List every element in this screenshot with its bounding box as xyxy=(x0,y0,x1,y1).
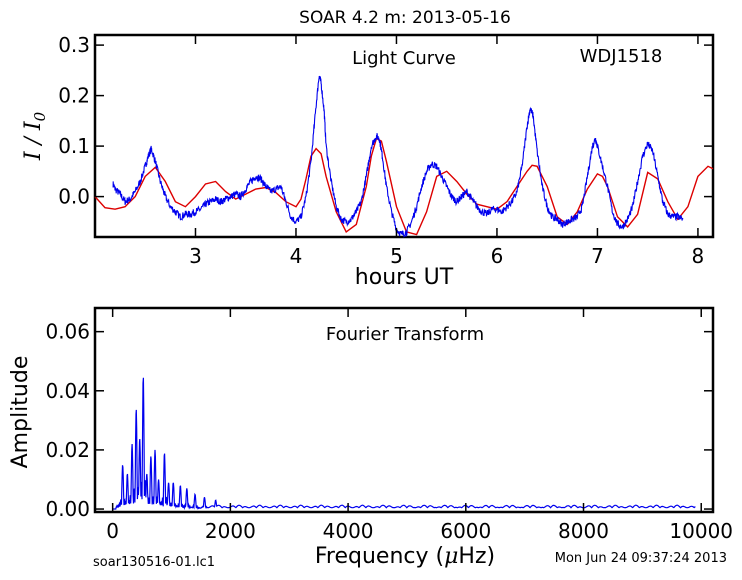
xtick-label: 8 xyxy=(692,244,705,268)
fourier-title: Fourier Transform xyxy=(326,324,484,345)
data-line xyxy=(112,75,684,238)
fourier-frame xyxy=(93,306,715,514)
xlabel-part-mu: μ xyxy=(444,544,458,569)
ytick-label: 0.3 xyxy=(58,33,90,57)
ytick-label: 0.2 xyxy=(58,84,90,108)
footer-filename: soar130516-01.lc1 xyxy=(93,555,215,570)
xlabel-part-1: Frequency ( xyxy=(315,544,444,569)
figure-title: SOAR 4.2 m: 2013-05-16 xyxy=(299,8,511,28)
ytick-label: 0.04 xyxy=(45,379,90,403)
light-curve-panel: 3 4 5 6 7 8 0.0 0.1 0.2 0.3 Light Curve WDJ1518 h… xyxy=(21,33,715,290)
xtick-label: 3 xyxy=(189,244,202,268)
model-line xyxy=(94,137,714,236)
fourier-ticks: 0 2000 4000 6000 8000 10000 0.00 0.02 0.04 0.06 xyxy=(45,308,733,543)
ytick-label: 0.00 xyxy=(45,497,90,521)
ylabel-part-i0: I xyxy=(21,120,46,131)
ylabel-part-slash: / xyxy=(21,130,46,151)
xtick-label: 7 xyxy=(591,244,604,268)
fourier-line xyxy=(112,377,696,510)
xtick-label: 4000 xyxy=(323,519,374,543)
xtick-label: 5 xyxy=(390,244,403,268)
light-curve-xlabel: hours UT xyxy=(355,265,454,290)
xtick-label: 10000 xyxy=(669,519,733,543)
ytick-label: 0.0 xyxy=(58,185,90,209)
ylabel-part-i: I xyxy=(21,150,46,161)
fourier-panel: 0 2000 4000 6000 8000 10000 0.00 0.02 0.04 0.06 F… xyxy=(8,306,733,569)
light-curve-ylabel: I / I0 xyxy=(21,111,49,161)
xtick-label: 8000 xyxy=(558,519,609,543)
fourier-data-series xyxy=(112,377,696,510)
light-curve-data-series xyxy=(112,75,684,238)
ylabel-part-subscript: 0 xyxy=(31,111,49,121)
xtick-label: 6 xyxy=(491,244,504,268)
fourier-ylabel: Amplitude xyxy=(8,356,33,469)
xtick-label: 6000 xyxy=(440,519,491,543)
xtick-label: 2000 xyxy=(205,519,256,543)
ytick-label: 0.06 xyxy=(45,320,90,344)
xlabel-part-2: Hz) xyxy=(458,544,495,569)
ytick-label: 0.02 xyxy=(45,438,90,462)
light-curve-ticks: 3 4 5 6 7 8 0.0 0.1 0.2 0.3 xyxy=(58,33,713,268)
light-curve-annotation: WDJ1518 xyxy=(580,46,663,67)
xtick-label: 4 xyxy=(290,244,303,268)
xtick-label: 0 xyxy=(106,519,119,543)
light-curve-title: Light Curve xyxy=(352,48,456,69)
light-curve-model-series xyxy=(94,137,714,236)
fourier-xlabel: Frequency (μHz) xyxy=(315,544,495,569)
ytick-label: 0.1 xyxy=(58,134,90,158)
footer-timestamp: Mon Jun 24 09:37:24 2013 xyxy=(555,551,727,566)
